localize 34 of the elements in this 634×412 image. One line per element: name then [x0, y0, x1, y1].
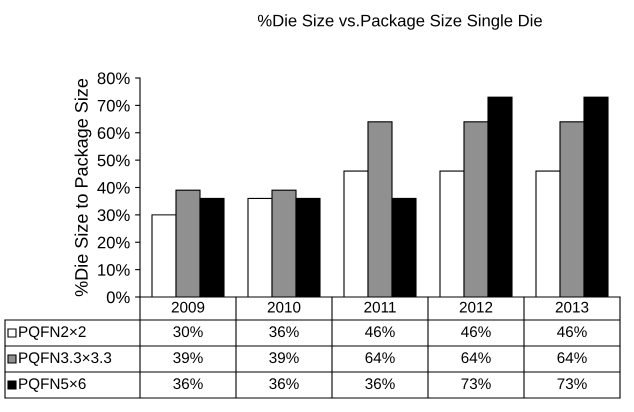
x-tick-label: 2013 — [556, 302, 588, 313]
legend-label: PQFN2×2 — [19, 326, 86, 340]
data-label: 46% — [365, 326, 395, 338]
data-label: 36% — [173, 378, 203, 390]
data-label: 36% — [269, 378, 299, 390]
y-tick-label: 60% — [98, 127, 130, 139]
chart-title: %Die Size vs.Package Size Single Die — [258, 14, 542, 30]
x-tick-label: 2009 — [172, 302, 204, 313]
x-tick-label: 2012 — [460, 302, 492, 313]
x-tick-label: 2011 — [364, 302, 396, 313]
y-axis-title: %Die Size to Package Size — [74, 78, 92, 296]
y-tick-label: 30% — [98, 209, 130, 222]
legend-label: PQFN5×6 — [19, 378, 86, 392]
y-tick-label: 70% — [98, 100, 130, 112]
y-tick-label: 80% — [98, 72, 130, 84]
data-label: 30% — [173, 326, 203, 338]
data-label: 73% — [461, 378, 491, 390]
y-tick-label: 40% — [97, 182, 130, 194]
legend-label: PQFN3.3×3.3 — [19, 352, 112, 366]
y-tick-label: 20% — [98, 236, 130, 248]
data-label: 46% — [557, 326, 587, 338]
data-label: 36% — [269, 326, 299, 338]
data-label: 64% — [461, 352, 491, 364]
y-tick-label: 10% — [98, 264, 130, 276]
x-tick-label: 2010 — [268, 302, 300, 313]
data-label: 39% — [269, 352, 299, 364]
data-label: 36% — [365, 378, 395, 390]
data-label: 64% — [365, 352, 395, 364]
y-tick-label: 50% — [98, 154, 130, 166]
data-label: 46% — [461, 326, 491, 338]
data-label: 39% — [173, 352, 203, 364]
data-label: 64% — [557, 352, 587, 364]
data-label: 73% — [557, 378, 587, 390]
y-tick-label: 0% — [106, 291, 130, 304]
